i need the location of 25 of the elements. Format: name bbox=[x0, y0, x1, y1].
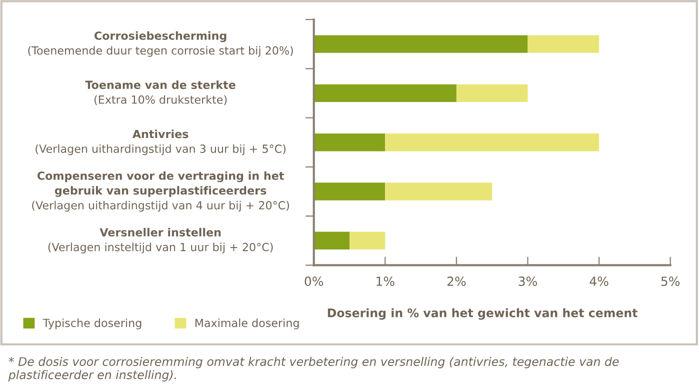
x-tick-label: 0% bbox=[304, 276, 324, 286]
y-tick-label: Corrosiebescherming (Toenemende duur tegen corrosie start bij 20%) bbox=[28, 31, 293, 57]
x-tick-label: 3% bbox=[518, 276, 537, 286]
x-tick-label: 1% bbox=[376, 276, 394, 286]
x-tick-label: 2% bbox=[447, 276, 466, 286]
text: * De dosis voor corrosieremming omvat kracht verbetering en versnelling (antivries, tegenactie van de plastificeerder en instelling). bbox=[8, 356, 619, 382]
bar bbox=[314, 182, 386, 200]
bar bbox=[385, 182, 492, 200]
bar bbox=[314, 232, 350, 250]
y-tick-label: Toename van de sterkte (Extra 10% druksterkte) bbox=[85, 80, 236, 106]
bar bbox=[314, 84, 456, 102]
legend-label: Typische dosering bbox=[42, 318, 142, 330]
bar bbox=[456, 84, 528, 102]
x-tick-label: 5% bbox=[661, 276, 680, 286]
bar bbox=[314, 35, 528, 53]
x-tick-label: 4% bbox=[590, 276, 608, 286]
y-tick-label: Compenseren voor de vertraging in het gebruik van superplastificeerders (Verlagen uithardingstijd van 4 uur bij + 20°C) bbox=[32, 171, 290, 212]
legend-label: Maximale dosering bbox=[195, 318, 299, 330]
y-tick-label: Antivries (Verlagen uithardingstijd van 3 uur bij + 5°C) bbox=[36, 130, 286, 156]
y-tick-label: Versneller instellen (Verlagen insteltijd van 1 uur bij + 20°C) bbox=[48, 228, 273, 254]
x-axis-title: Dosering in % van het gewicht van het cement bbox=[328, 308, 638, 320]
bar bbox=[314, 134, 386, 152]
bar bbox=[528, 35, 600, 53]
bar bbox=[385, 134, 600, 152]
bar bbox=[350, 232, 386, 250]
